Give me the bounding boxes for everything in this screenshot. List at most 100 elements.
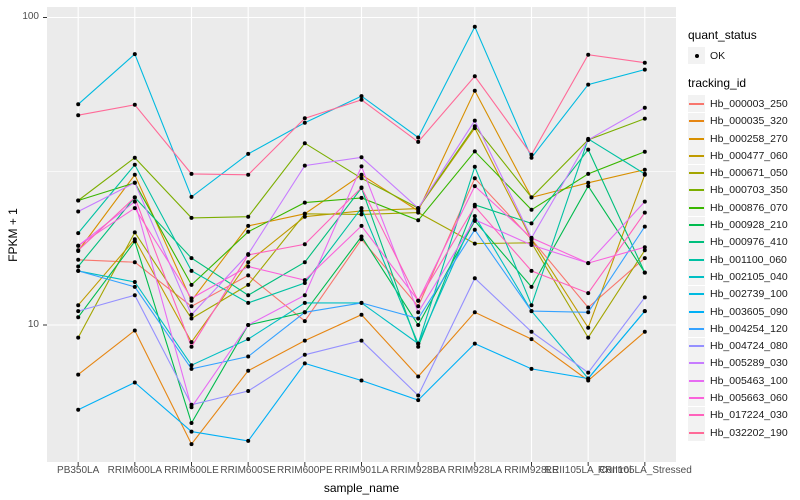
data-point [586, 184, 591, 189]
legend-color-key [688, 406, 705, 424]
data-point [246, 293, 251, 298]
data-point [529, 221, 534, 226]
data-point [132, 380, 137, 385]
data-point [302, 310, 307, 315]
data-point [132, 199, 137, 204]
data-point [642, 224, 647, 229]
data-point [189, 344, 194, 349]
data-point [246, 223, 251, 228]
data-point [246, 323, 251, 327]
data-point [359, 212, 364, 217]
legend-line-swatch [689, 258, 704, 261]
data-point [132, 102, 137, 107]
data-point [586, 82, 591, 87]
data-point [76, 315, 81, 320]
data-point [359, 176, 364, 181]
data-point [472, 24, 477, 29]
ok-point-key [688, 47, 705, 65]
legend-color-key [688, 424, 705, 442]
data-point [189, 268, 194, 273]
legend-item-Hb_000876_070: Hb_000876_070 [688, 199, 800, 217]
data-point [586, 147, 591, 152]
data-point [472, 149, 477, 154]
data-point [246, 337, 251, 342]
legend-item-label: Hb_000003_250 [710, 97, 788, 110]
legend-item-label: Hb_000035_320 [710, 115, 788, 128]
data-point [76, 407, 81, 412]
data-point [642, 60, 647, 65]
x-tick-label-RRII105LA_Control: RRII105LA_Control [544, 465, 632, 476]
data-point [189, 363, 194, 368]
data-point [302, 141, 307, 146]
legend-line-swatch [689, 414, 704, 417]
data-point [189, 316, 194, 321]
legend-item-Hb_032202_190: Hb_032202_190 [688, 424, 800, 442]
data-point [416, 341, 421, 346]
legend-item-label: Hb_005463_100 [710, 374, 788, 387]
data-point [359, 206, 364, 211]
legend-color-key [688, 354, 705, 372]
data-point [189, 442, 194, 447]
data-point [76, 231, 81, 236]
data-point [132, 284, 137, 289]
data-point [189, 215, 194, 220]
legend-item-label: Hb_000671_050 [710, 167, 788, 180]
legend-item-label: Hb_000477_060 [710, 149, 788, 162]
data-point [359, 234, 364, 239]
data-point [246, 389, 251, 393]
data-point [189, 296, 194, 301]
legend-item-label: Hb_000703_350 [710, 184, 788, 197]
data-point [76, 248, 81, 253]
data-point [132, 230, 137, 235]
ok-point-icon [694, 53, 699, 58]
data-point [189, 194, 194, 199]
data-point [642, 105, 647, 110]
data-point [416, 304, 421, 309]
data-point [246, 260, 251, 265]
legend-item-Hb_000671_050: Hb_000671_050 [688, 164, 800, 182]
legend-color-key [688, 147, 705, 165]
data-point [586, 52, 591, 57]
legend-line-swatch [689, 345, 704, 348]
data-point [246, 214, 251, 219]
data-point [472, 118, 477, 123]
legend-line-swatch [689, 275, 704, 278]
data-point [132, 52, 137, 57]
legend-item-Hb_000258_270: Hb_000258_270 [688, 130, 800, 148]
legend-line-swatch [689, 362, 704, 365]
legend-color-key [688, 199, 705, 217]
legend: quant_status OK tracking_id Hb_000003_25… [688, 28, 800, 442]
data-point [132, 195, 137, 200]
data-point [132, 239, 137, 244]
plot-panel [43, 7, 676, 466]
data-point [529, 268, 534, 273]
data-point [132, 280, 137, 284]
legend-line-swatch [689, 241, 704, 244]
legend-line-swatch [689, 379, 704, 382]
data-point [246, 151, 251, 156]
data-point [586, 305, 591, 310]
data-point [416, 323, 421, 327]
data-point [529, 195, 534, 200]
data-point [246, 282, 251, 287]
legend-item-Hb_001100_060: Hb_001100_060 [688, 251, 800, 269]
data-point [416, 139, 421, 144]
data-point [416, 298, 421, 303]
legend-line-swatch [689, 154, 704, 157]
x-tick-label-RRIM901LA: RRIM901LA [334, 465, 389, 476]
legend-color-key [688, 216, 705, 234]
data-point [642, 167, 647, 172]
legend-color-key [688, 337, 705, 355]
data-point [586, 335, 591, 340]
data-point [76, 209, 81, 214]
data-point [132, 172, 137, 177]
data-point [302, 260, 307, 265]
legend-item-label: Hb_002105_040 [710, 270, 788, 283]
data-point [246, 252, 251, 257]
legend-color-key [688, 285, 705, 303]
data-point [246, 300, 251, 305]
data-point [416, 374, 421, 379]
data-point [472, 124, 477, 129]
legend-item-label: Hb_000258_270 [710, 132, 788, 145]
legend-color-key [688, 372, 705, 390]
